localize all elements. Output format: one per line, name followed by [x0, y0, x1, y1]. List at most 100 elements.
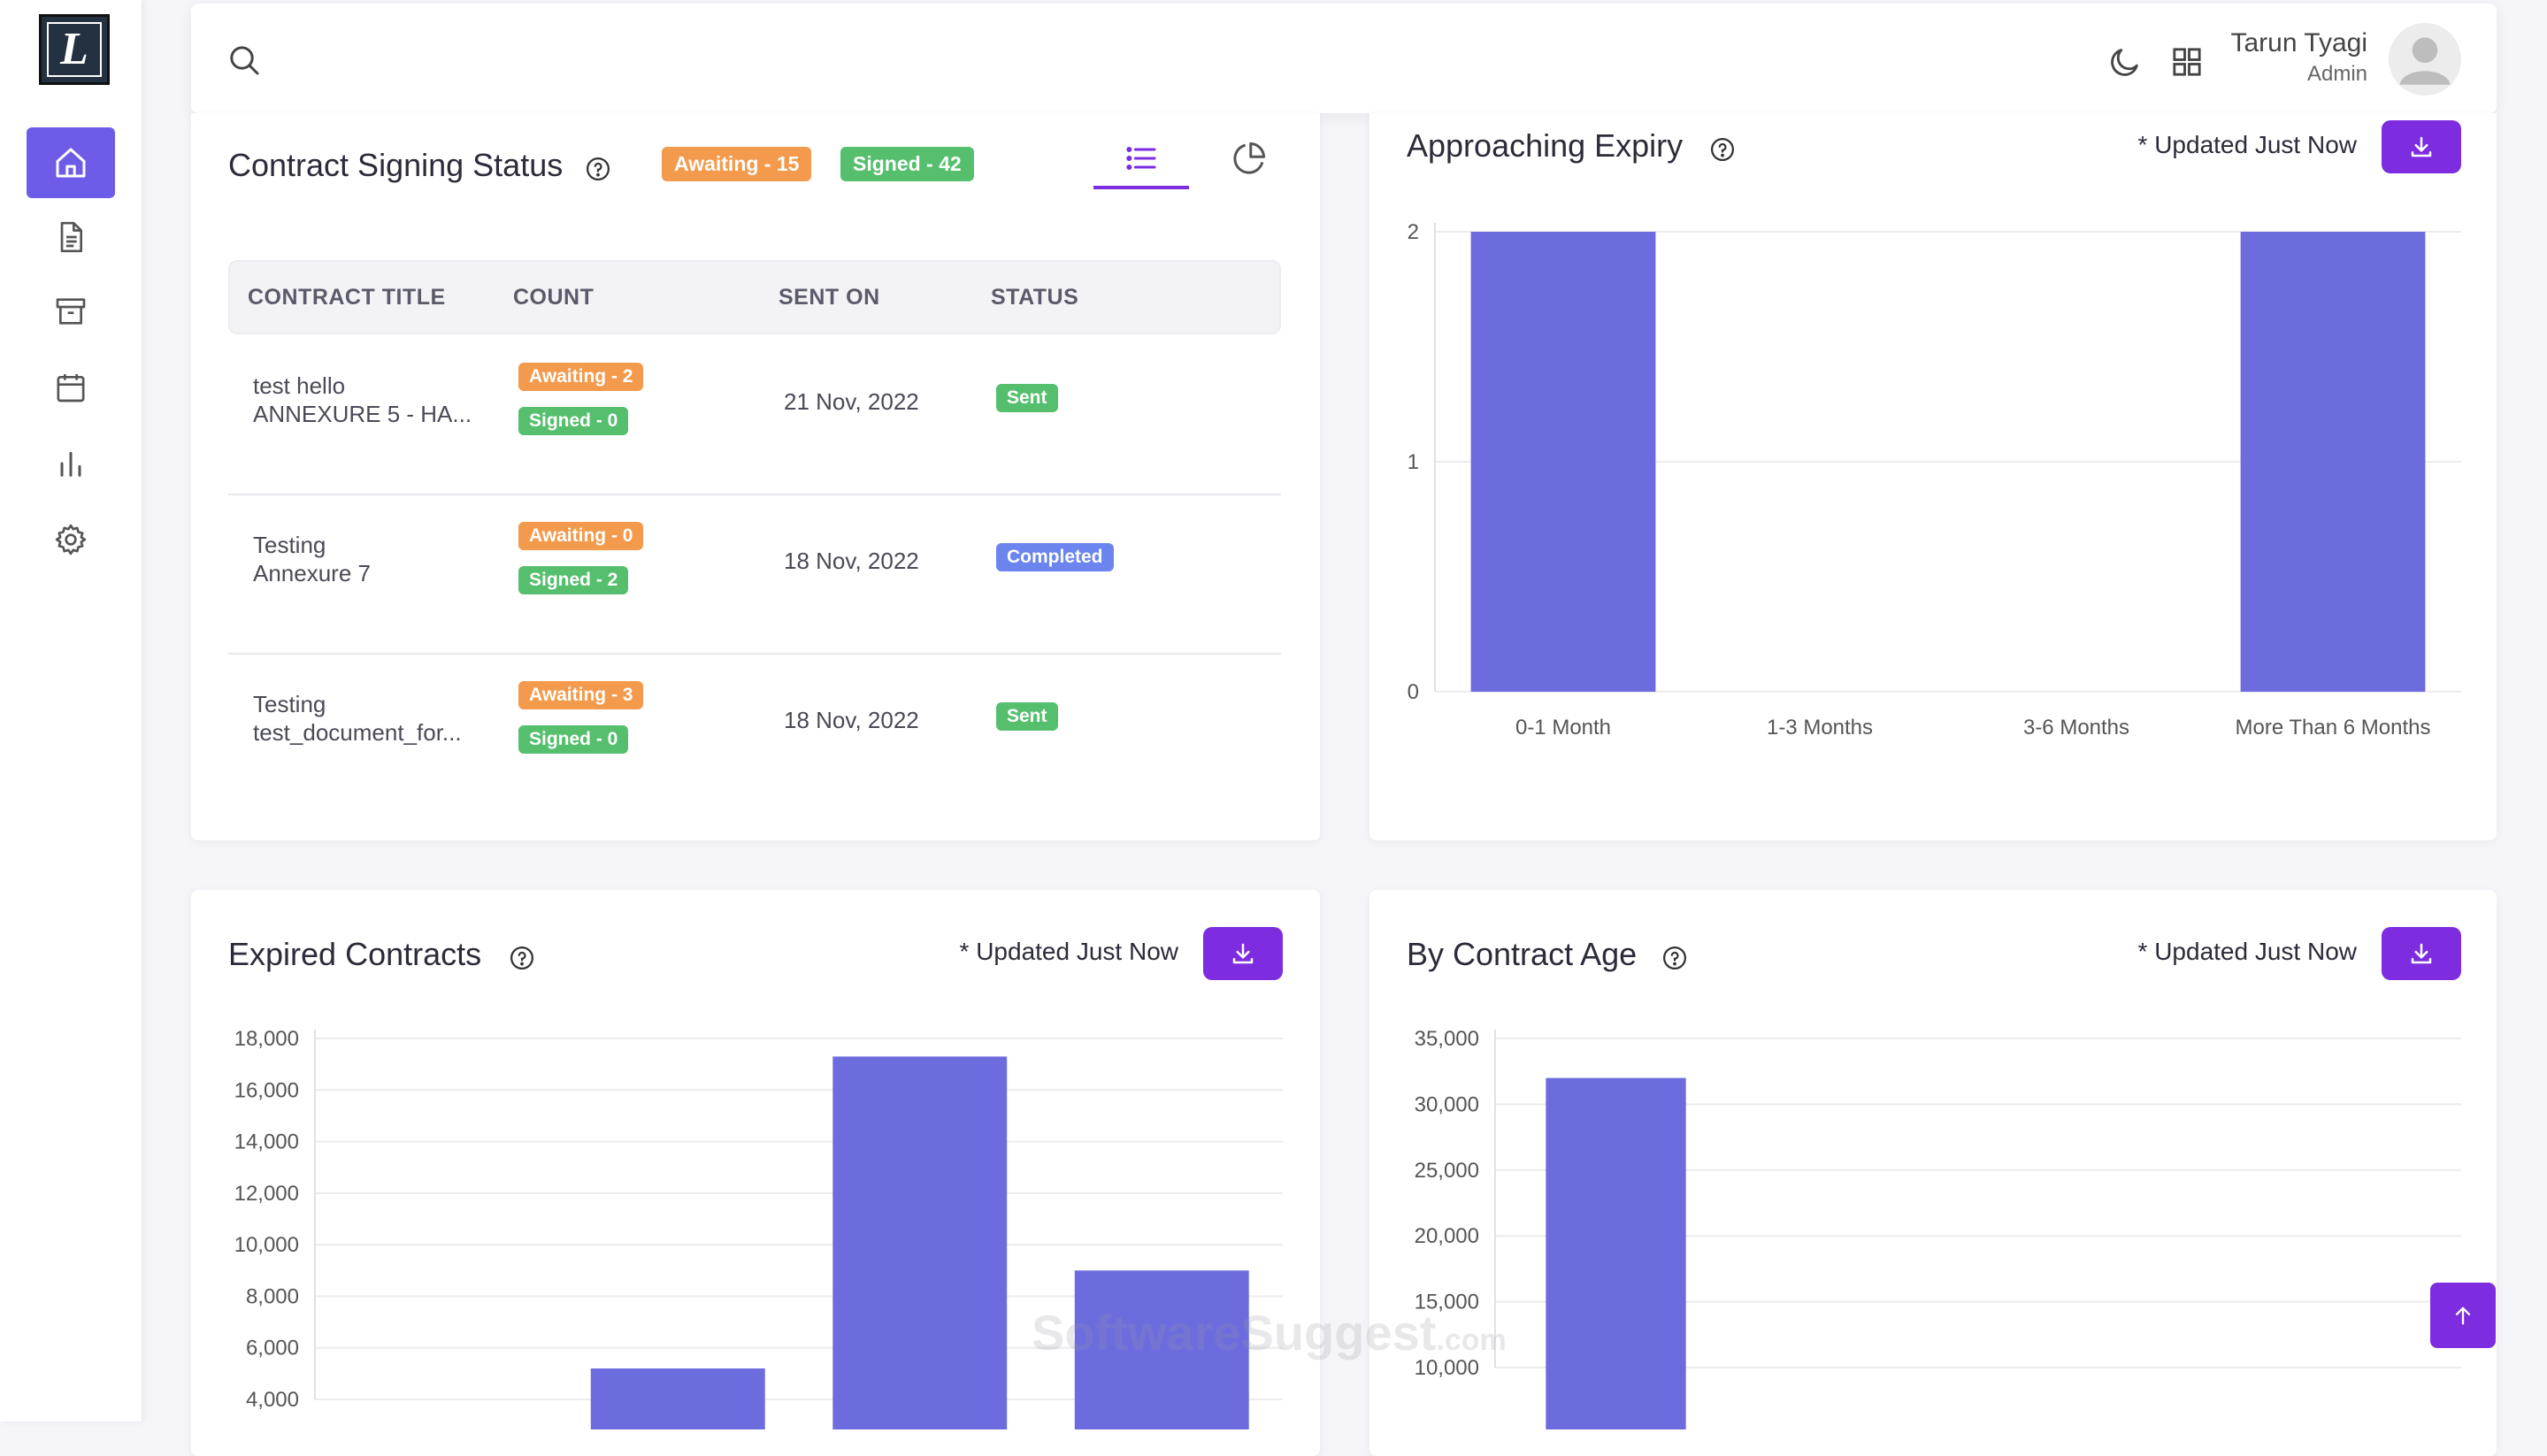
table-header	[228, 260, 1281, 334]
arrow-up-icon	[2455, 1307, 2471, 1325]
sidebar-item-calendar[interactable]	[27, 352, 115, 423]
awaiting-count-badge: Awaiting - 3	[518, 681, 644, 709]
help-icon[interactable]	[509, 945, 535, 971]
search-icon[interactable]	[226, 42, 262, 78]
sent-on-date: 21 Nov, 2022	[784, 388, 919, 415]
watermark: SoftwareSuggest.com	[1032, 1304, 1507, 1361]
updated-label: * Updated Just Now	[959, 938, 1178, 965]
scroll-to-top-button[interactable]	[2430, 1283, 2496, 1348]
document-icon	[60, 221, 82, 253]
help-icon[interactable]	[585, 156, 611, 182]
calendar-icon	[57, 374, 85, 402]
card-title: Approaching Expiry	[1407, 127, 1684, 164]
gear-icon	[55, 524, 87, 556]
y-tick-label: 0	[1408, 680, 1419, 704]
y-tick-label: 25,000	[1415, 1159, 1479, 1183]
help-icon[interactable]	[1661, 945, 1688, 971]
bar	[832, 1056, 1008, 1429]
list-view-icon	[1126, 146, 1156, 171]
sidebar-item-settings[interactable]	[27, 504, 115, 575]
app-logo[interactable]: L	[39, 14, 110, 85]
y-tick-label: 2	[1408, 220, 1419, 244]
signed-count-badge: Signed - 2	[518, 566, 629, 594]
signed-count-badge: Signed - 0	[518, 407, 629, 435]
download-icon	[1232, 943, 1254, 964]
home-icon	[56, 148, 86, 178]
awaiting-count-badge: Awaiting - 2	[518, 363, 644, 391]
bar	[1074, 1270, 1249, 1429]
y-tick-label: 35,000	[1415, 1027, 1479, 1051]
updated-label: * Updated Just Now	[2137, 938, 2357, 965]
row-divider	[228, 494, 1281, 495]
status-badge: Sent	[996, 702, 1058, 731]
pie-view-icon	[1233, 142, 1266, 174]
y-tick-label: 20,000	[1415, 1224, 1479, 1248]
y-tick-label: 30,000	[1415, 1092, 1479, 1116]
expired-contracts-card: Expired Contracts * Updated Just Now 4,0…	[191, 890, 1320, 1456]
tab-pie-view[interactable]	[1208, 131, 1290, 186]
y-tick-label: 15,000	[1415, 1291, 1479, 1314]
user-avatar-icon	[2399, 37, 2451, 85]
card-title: Expired Contracts	[228, 936, 482, 972]
status-badge: Sent	[996, 384, 1058, 412]
avatar[interactable]	[2389, 23, 2461, 96]
sidebar-item-reports[interactable]	[27, 428, 115, 499]
sent-on-date: 18 Nov, 2022	[784, 707, 919, 733]
y-tick-label: 8,000	[246, 1284, 299, 1308]
contract-title-line1: test hello	[253, 372, 346, 399]
contract-title-line2: test_document_for...	[253, 719, 462, 746]
sidebar: L	[0, 0, 142, 1422]
download-button[interactable]	[2382, 927, 2461, 980]
y-tick-label: 18,000	[234, 1027, 299, 1051]
watermark-suffix: .com	[1436, 1323, 1507, 1357]
contract-title-line1: Testing	[253, 532, 326, 558]
y-tick-label: 4,000	[246, 1388, 299, 1412]
contract-title-line2: Annexure 7	[253, 560, 371, 586]
y-tick-label: 10,000	[234, 1233, 299, 1257]
bar	[2240, 232, 2426, 692]
apps-grid-icon[interactable]	[2169, 44, 2205, 80]
updated-label: * Updated Just Now	[2137, 131, 2357, 158]
signed-total-badge: Signed - 42	[840, 147, 974, 181]
status-badge: Completed	[996, 543, 1114, 571]
awaiting-total-badge: Awaiting - 15	[662, 147, 812, 181]
x-tick-label: 3-6 Months	[2023, 716, 2129, 739]
y-tick-label: 10,000	[1415, 1356, 1479, 1380]
download-button[interactable]	[1203, 927, 1283, 980]
column-header-count: COUNT	[513, 285, 595, 310]
y-tick-label: 12,000	[234, 1182, 299, 1206]
x-tick-label: 1-3 Months	[1767, 716, 1873, 739]
sidebar-item-home[interactable]	[27, 127, 115, 198]
column-header-sent-on: SENT ON	[779, 285, 880, 310]
sidebar-item-documents[interactable]	[27, 202, 115, 272]
download-icon	[2411, 136, 2432, 157]
bar-chart-icon	[60, 451, 81, 477]
card-title: Contract Signing Status	[228, 147, 564, 183]
expired-contracts-chart: 4,000 6,000 8,000 10,000 12,000 14,000 16,000 1…	[234, 1027, 1283, 1429]
contract-title-line2: ANNEXURE 5 - HA...	[253, 401, 472, 427]
top-bar: Tarun Tyagi Admin	[191, 4, 2497, 113]
approaching-expiry-chart: 0 1 2 0-1 Month 1-3 Months 3-6 Months More Tha…	[1408, 220, 2461, 739]
sent-on-date: 18 Nov, 2022	[784, 548, 919, 574]
column-header-contract-title: CONTRACT TITLE	[248, 285, 446, 310]
signing-status-card: Contract Signing Status Awaiting - 15 Si…	[191, 113, 1320, 840]
help-icon[interactable]	[1709, 136, 1736, 163]
signed-count-badge: Signed - 0	[518, 725, 629, 754]
x-tick-label: 0-1 Month	[1515, 716, 1611, 739]
bar	[590, 1368, 765, 1429]
y-tick-label: 1	[1408, 450, 1419, 474]
contract-title-line1: Testing	[253, 691, 326, 717]
user-name: Tarun Tyagi	[2230, 28, 2367, 57]
moon-icon[interactable]	[2107, 44, 2143, 80]
tab-list-view[interactable]	[1093, 131, 1189, 189]
bar	[1470, 232, 1656, 692]
user-info[interactable]: Tarun Tyagi Admin	[2230, 28, 2367, 87]
x-tick-label: More Than 6 Months	[2235, 716, 2430, 739]
user-role: Admin	[2306, 62, 2367, 86]
bar	[1546, 1077, 1686, 1429]
y-tick-label: 16,000	[234, 1078, 299, 1102]
download-button[interactable]	[2382, 120, 2461, 173]
sidebar-item-archive[interactable]	[27, 276, 115, 347]
contract-age-chart: 10,000 15,000 20,000 25,000 30,000 35,000	[1415, 1027, 2461, 1429]
logo-letter: L	[47, 22, 102, 77]
